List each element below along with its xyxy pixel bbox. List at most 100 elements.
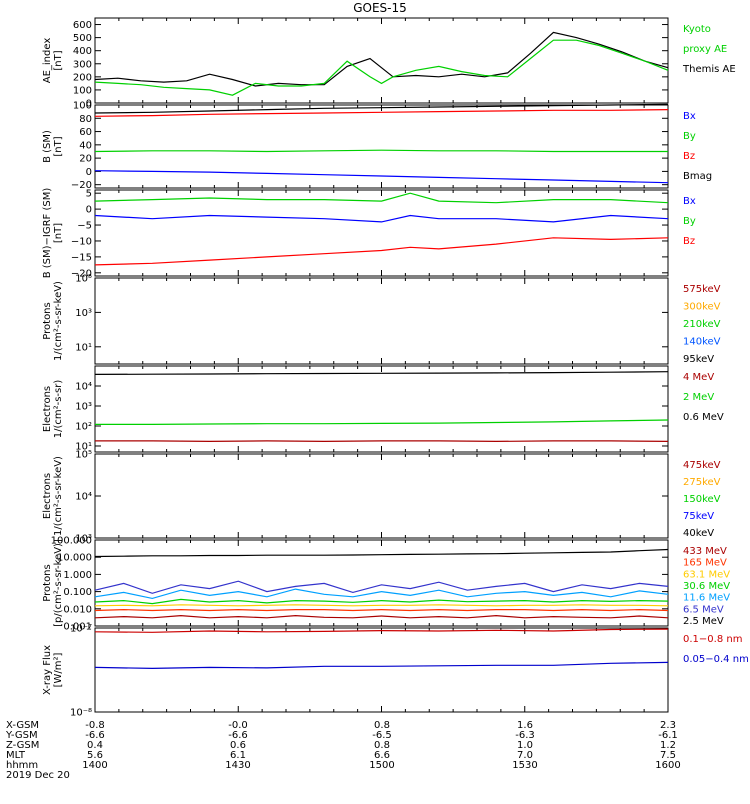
footer-label-hhmm: hhmm xyxy=(6,760,38,771)
y-tick-label: −5 xyxy=(77,221,92,232)
y-axis-label-line: Protons xyxy=(42,564,53,601)
panel-protons_mev: 0.0010.0100.1001.00010.000100.000Protons… xyxy=(42,536,730,633)
y-tick-label: 10.000 xyxy=(57,553,92,564)
series-line xyxy=(94,661,669,670)
y-axis-label-line: 1/(cm²-s-sr-keV) xyxy=(53,456,64,536)
y-tick-label: 0.100 xyxy=(63,587,92,598)
legend-entry: 433 MeV xyxy=(683,546,727,557)
legend-entry: Bx xyxy=(683,111,696,122)
y-tick-label: 200 xyxy=(73,72,92,83)
legend-entry: 63.1 MeV xyxy=(683,569,730,580)
footer-label-ygsm: Y-GSM xyxy=(5,730,38,741)
y-axis-label-line: X-ray Flux xyxy=(42,645,53,695)
legend-entry: 11.6 MeV xyxy=(683,593,730,604)
y-axis-label-line: Electrons xyxy=(42,386,53,432)
chart-panels: 0100200300400500600AE_index[nT]Kyotoprox… xyxy=(42,17,749,719)
series-line xyxy=(94,614,669,619)
series-line xyxy=(94,588,669,600)
series-line xyxy=(94,580,669,594)
series-line xyxy=(94,103,669,114)
legend-entry: 275keV xyxy=(683,477,721,488)
panel-frame xyxy=(94,453,669,539)
y-tick-label: −15 xyxy=(71,252,92,263)
y-axis-label: Protons1/(cm²-s-sr-keV) xyxy=(42,281,64,361)
series-line xyxy=(94,149,668,153)
footer-value: 1530 xyxy=(512,760,537,771)
footer-value: 6.6 xyxy=(374,750,390,761)
footer-value: 1.0 xyxy=(517,740,533,751)
y-axis-label: X-ray Flux[W/m²] xyxy=(42,645,64,695)
legend-entry: 2 MeV xyxy=(683,392,714,403)
footer-value: 0.8 xyxy=(374,740,390,751)
footer-value: 7.0 xyxy=(517,750,533,761)
y-tick-label: 0 xyxy=(86,167,92,178)
y-tick-label: 0 xyxy=(86,99,92,110)
y-axis-label: Electrons1/(cm²-s-sr) xyxy=(42,380,64,439)
footer-value: -6.6 xyxy=(85,730,105,741)
y-tick-label: 10² xyxy=(75,421,92,432)
footer-value: -6.1 xyxy=(658,730,678,741)
footer-label-xgsm: X-GSM xyxy=(6,720,39,731)
legend-entry: 150keV xyxy=(683,494,721,505)
y-tick-label: 80 xyxy=(79,114,92,125)
y-axis-label: Protons[p/(cm²-s-sr-keV)] xyxy=(42,539,64,627)
y-tick-label: 0.001 xyxy=(63,622,92,633)
y-tick-label: 10⁻⁸ xyxy=(70,708,92,719)
series-line xyxy=(94,608,669,612)
legend-entry: 300keV xyxy=(683,302,721,313)
y-tick-label: 60 xyxy=(79,127,92,138)
legend-entry: 30.6 MeV xyxy=(683,581,730,592)
panel-protons_hi: 10¹ 10³ 10⁵ Protons1/(cm²-s-sr-keV) 575keV 30… xyxy=(42,274,721,366)
legend-entry: Bz xyxy=(683,236,695,247)
y-axis-label-line: [nT] xyxy=(53,136,64,156)
y-axis-label-line: B (SM)−IGRF (SM) xyxy=(42,188,53,279)
legend-entry: Themis AE xyxy=(682,64,736,75)
y-tick-label: 100 xyxy=(73,85,92,96)
series-line xyxy=(94,598,669,605)
series-line xyxy=(94,170,669,184)
y-tick-label: −10 xyxy=(71,236,92,247)
legend-entry: 140keV xyxy=(683,337,721,348)
panel-xray: 10⁻⁸ 10⁻⁷ X-ray Flux[W/m²] 0.1−0.8 nm 0.05−0… xyxy=(42,624,749,719)
footer-value: -0.8 xyxy=(85,720,105,731)
y-tick-label: 10³ xyxy=(75,401,92,412)
y-tick-label: 10⁴ xyxy=(75,381,92,392)
legend-entry: 0.6 MeV xyxy=(683,412,724,423)
y-tick-label: 10¹ xyxy=(75,342,92,353)
footer-value: 1.6 xyxy=(517,720,533,731)
series-line xyxy=(94,214,669,223)
footer-value: -6.6 xyxy=(228,730,248,741)
panel-frame xyxy=(94,277,669,365)
series-line xyxy=(94,604,669,607)
legend-entry: 0.05−0.4 nm xyxy=(683,654,749,665)
y-axis-label-line: [nT] xyxy=(53,50,64,70)
footer-value: 0.6 xyxy=(230,740,246,751)
y-axis-label-line: 1/(cm²-s-sr) xyxy=(53,380,64,439)
y-tick-label: 400 xyxy=(73,46,92,57)
footer-value: 1500 xyxy=(369,760,394,771)
legend-entry: 4 MeV xyxy=(683,372,714,383)
y-tick-label: 10⁴ xyxy=(75,492,92,503)
y-axis-label: B (SM)[nT] xyxy=(42,130,64,163)
footer-date: 2019 Dec 20 xyxy=(6,770,70,781)
series-line xyxy=(94,192,669,204)
panel-bigrf: −20 −15 −10 −5 0 5 B (SM)−IGRF (SM)[nT] Bx By Bz xyxy=(42,188,696,280)
footer-value: 0.4 xyxy=(87,740,103,751)
footer-value: 1.2 xyxy=(660,740,676,751)
footer-value: 1600 xyxy=(655,760,680,771)
footer-value: -0.0 xyxy=(228,720,248,731)
y-axis-label-line: Protons xyxy=(42,302,53,339)
y-tick-label: 10¹ xyxy=(75,441,92,452)
legend-entry: 95keV xyxy=(683,354,714,365)
footer-row-labels: X-GSM Y-GSM Z-GSM MLT hhmm 2019 Dec 20 xyxy=(5,720,70,781)
legend-entry: 0.1−0.8 nm xyxy=(683,634,742,645)
y-axis-label: B (SM)−IGRF (SM)[nT] xyxy=(42,188,64,279)
legend-entry: 475keV xyxy=(683,460,721,471)
legend-entry: Kyoto xyxy=(683,24,711,35)
y-tick-label: 600 xyxy=(73,20,92,31)
legend-entry: 75keV xyxy=(683,511,714,522)
y-tick-label: −20 xyxy=(71,268,92,279)
y-tick-label: 5 xyxy=(86,189,92,200)
position-footer: X-GSM Y-GSM Z-GSM MLT hhmm 2019 Dec 20 -… xyxy=(5,720,681,781)
